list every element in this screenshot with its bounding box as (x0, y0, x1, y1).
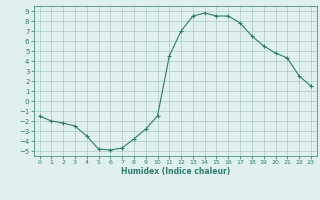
X-axis label: Humidex (Indice chaleur): Humidex (Indice chaleur) (121, 167, 230, 176)
